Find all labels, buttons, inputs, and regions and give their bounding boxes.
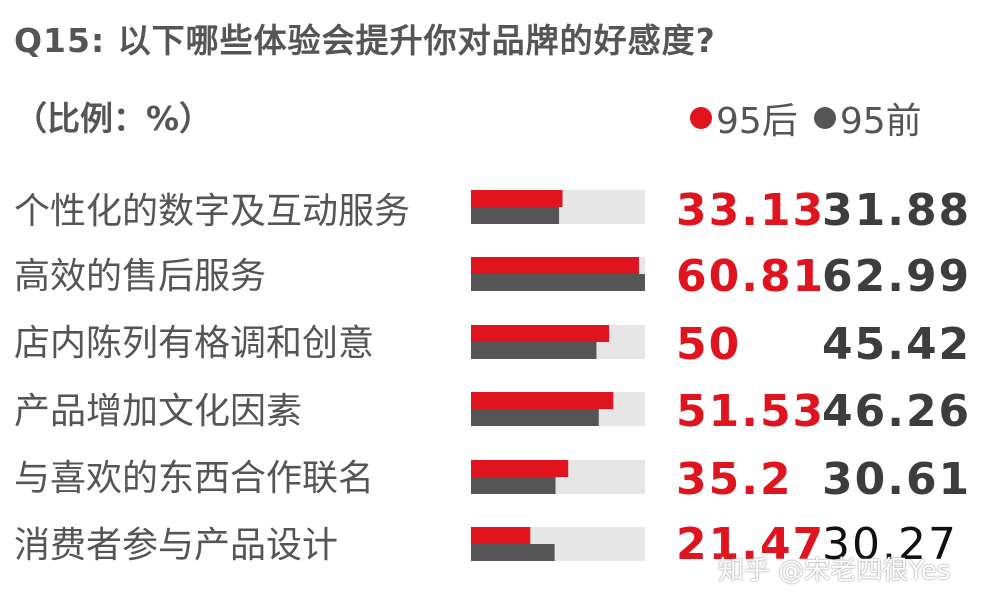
bar-95before <box>471 544 555 561</box>
data-label-95after: 33.13 <box>676 185 826 236</box>
watermark: 知乎 @宋老四很Yes <box>718 556 951 586</box>
bar-95after <box>471 460 569 477</box>
legend: 95后 95前 <box>690 92 938 144</box>
data-label-95after: 35.2 <box>676 454 793 505</box>
legend-item-95before: 95前 <box>813 92 922 144</box>
data-label-95before: 45.42 <box>822 319 972 370</box>
legend-item-95after: 95后 <box>690 92 798 144</box>
bar-95after <box>471 325 610 342</box>
category-label: 与喜欢的东西合作联名 <box>14 458 375 499</box>
category-label: 消费者参与产品设计 <box>14 525 339 566</box>
data-label-95before: 30.27 <box>822 519 958 570</box>
data-label-95after: 60.81 <box>676 251 826 302</box>
data-label-95after: 51.53 <box>676 386 826 437</box>
data-label-95before: 30.61 <box>822 454 972 505</box>
bar-95after <box>471 257 639 274</box>
bar-95before <box>471 342 597 359</box>
unit-label: （比例：%） <box>14 99 213 138</box>
category-label: 个性化的数字及互动服务 <box>14 191 411 232</box>
bar-95after <box>471 527 531 544</box>
data-label-95before: 31.88 <box>822 185 972 236</box>
category-label: 高效的售后服务 <box>14 256 267 297</box>
category-label: 店内陈列有格调和创意 <box>14 323 375 364</box>
data-label-95after: 50 <box>676 319 742 370</box>
bar-95before <box>471 207 560 224</box>
bar-95before <box>471 409 599 426</box>
data-label-95before: 46.26 <box>822 386 972 437</box>
legend-label-95before: 95前 <box>839 101 922 142</box>
chart-title: Q15: 以下哪些体验会提升你对品牌的好感度? <box>14 21 716 60</box>
bar-95after <box>471 190 563 207</box>
data-label-95before: 62.99 <box>822 251 972 302</box>
bar-95before <box>471 477 556 494</box>
legend-dot-gray <box>813 107 836 129</box>
bar-95before <box>471 274 645 291</box>
legend-dot-red <box>690 107 712 129</box>
legend-label-95after: 95后 <box>716 101 798 142</box>
data-label-95after: 21.47 <box>676 519 826 570</box>
bar-95after <box>471 392 614 409</box>
category-label: 产品增加文化因素 <box>14 391 303 432</box>
